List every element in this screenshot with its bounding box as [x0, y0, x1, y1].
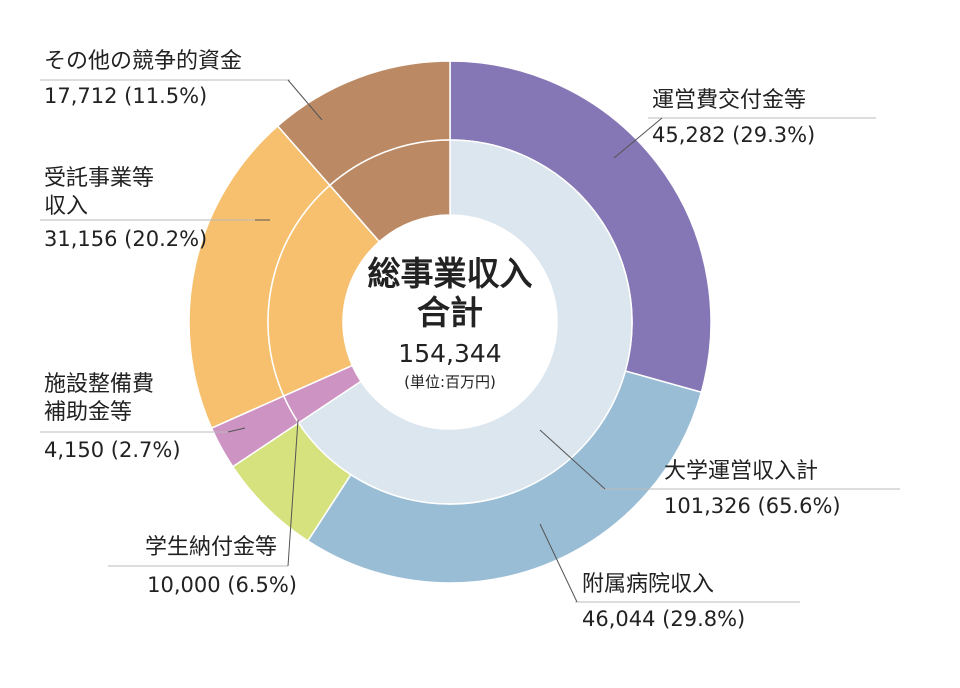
- label-value-shisetsu: 4,150 (2.7%): [44, 438, 181, 462]
- label-name-jutaku-1: 収入: [44, 194, 88, 219]
- label-value-unei: 45,282 (29.3%): [652, 123, 815, 147]
- label-name-gakusei-0: 学生納付金等: [145, 535, 277, 560]
- outer-ring: [188, 60, 712, 584]
- label-value-gakusei: 10,000 (6.5%): [147, 573, 297, 597]
- center-title-line2: 合計: [417, 293, 483, 332]
- label-value-jutaku: 31,156 (20.2%): [44, 227, 207, 251]
- label-name-shisetsu-1: 補助金等: [44, 400, 132, 425]
- label-name-shisetsu-0: 施設整備費: [44, 372, 154, 397]
- label-name-daigaku-0: 大学運営収入計: [664, 459, 818, 484]
- label-name-byoin-0: 附属病院収入: [582, 572, 714, 597]
- label-name-unei-0: 運営費交付金等: [652, 88, 806, 113]
- leader-line-shisetsu: [227, 427, 246, 433]
- label-name-jutaku-0: 受託事業等: [44, 166, 154, 191]
- center-unit: (単位:百万円): [404, 373, 496, 391]
- leader-line-byoin: [539, 523, 578, 603]
- slice-labels: 運営費交付金等 45,282 (29.3%) 附属病院収入 46,044 (29.8%…: [44, 49, 841, 631]
- label-value-byoin: 46,044 (29.8%): [582, 607, 745, 631]
- leader-lines: [40, 79, 900, 603]
- leader-line-daigaku: [539, 429, 606, 490]
- label-value-sonota: 17,712 (11.5%): [44, 84, 207, 108]
- leader-line-gakusei: [287, 419, 299, 567]
- leader-line-unei: [613, 117, 663, 159]
- inner-ring: [267, 139, 633, 505]
- label-name-sonota-0: その他の競争的資金: [44, 49, 242, 74]
- center-hole: [343, 215, 557, 429]
- center-title-line1: 総事業収入: [368, 254, 533, 293]
- label-value-daigaku: 101,326 (65.6%): [664, 494, 841, 518]
- leader-line-sonota: [287, 79, 323, 121]
- center-total: 154,344: [398, 339, 501, 368]
